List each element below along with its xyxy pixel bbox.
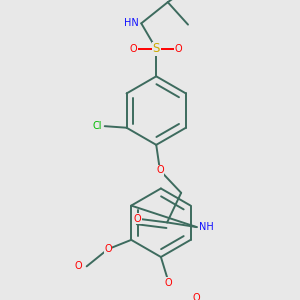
Text: O: O (193, 293, 200, 300)
Text: Cl: Cl (92, 121, 102, 131)
Text: O: O (175, 44, 182, 54)
Text: NH: NH (199, 222, 214, 232)
Text: O: O (165, 278, 172, 288)
Text: O: O (104, 244, 112, 254)
Text: O: O (134, 214, 141, 224)
Text: S: S (152, 42, 160, 56)
Text: O: O (156, 165, 164, 176)
Text: O: O (130, 44, 138, 54)
Text: O: O (74, 261, 82, 272)
Text: HN: HN (124, 18, 139, 28)
